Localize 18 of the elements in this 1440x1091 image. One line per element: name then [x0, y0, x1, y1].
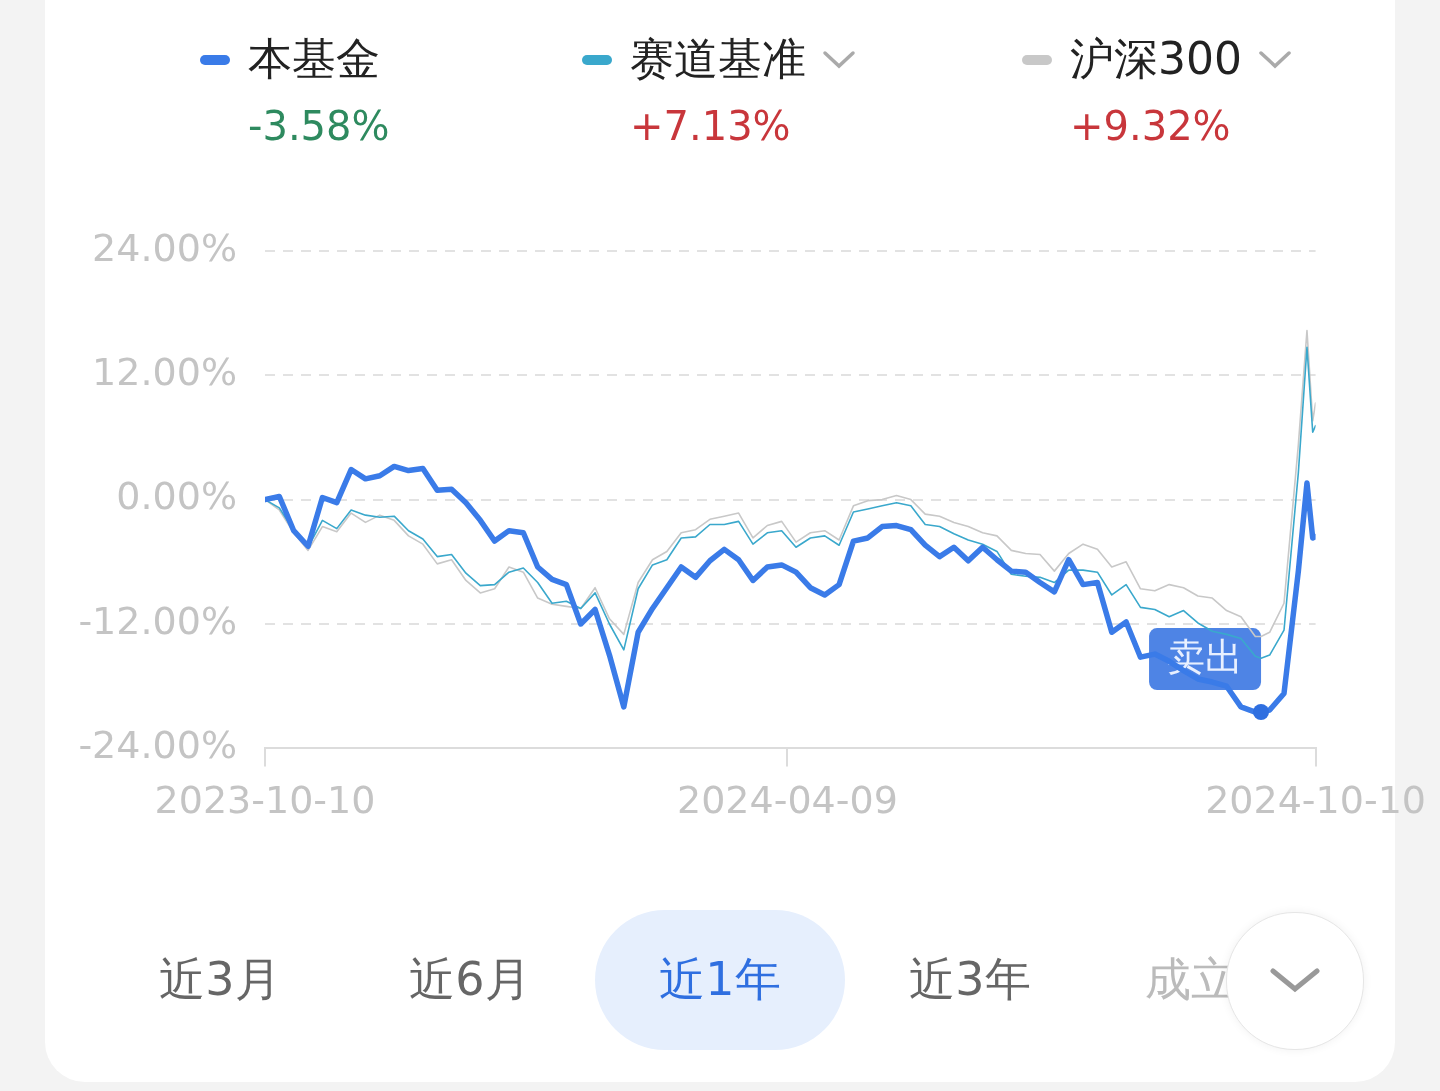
- text: 近1年: [595, 910, 845, 1050]
- text: +9.32%: [1070, 103, 1232, 149]
- x-tick-label: 2024-04-09: [677, 778, 898, 823]
- y-tick-label: 24.00%: [92, 225, 237, 270]
- legend-label: 本基金: [248, 32, 380, 86]
- legend-label: 沪深300: [1070, 32, 1242, 86]
- text: -3.58%: [248, 103, 390, 149]
- text: 近6月: [408, 951, 532, 1008]
- y-tick-label: -12.00%: [78, 598, 237, 643]
- text: 近3月: [158, 951, 282, 1008]
- y-tick-label: -24.00%: [78, 723, 237, 768]
- y-tick-label: 12.00%: [92, 350, 237, 395]
- x-tick-label: 2024-10-10: [1205, 778, 1426, 823]
- text: 近3年: [908, 951, 1032, 1008]
- y-tick-label: 0.00%: [116, 474, 237, 519]
- text: +7.13%: [630, 103, 792, 149]
- x-tick-label: 2023-10-10: [154, 778, 376, 823]
- legend-label: 赛道基准: [630, 32, 806, 86]
